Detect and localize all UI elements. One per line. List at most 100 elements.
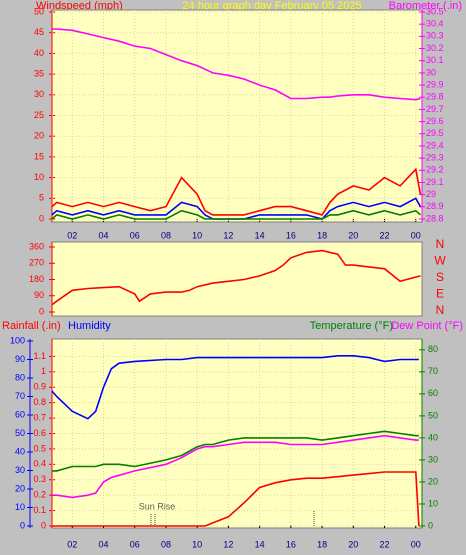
- y-tick-label: 0: [39, 306, 44, 316]
- x-tick-label: 00: [411, 230, 421, 240]
- compass-label: S: [436, 270, 444, 284]
- y3-tick-label: 40: [15, 446, 25, 456]
- y2-tick-label: 30.1: [426, 55, 444, 65]
- y2-tick-label: 30: [428, 454, 438, 464]
- y2-tick-label: 10: [428, 498, 438, 508]
- x-tick-label: 16: [286, 230, 296, 240]
- y2-tick-label: 28.9: [426, 201, 444, 211]
- y2-tick-label: 0: [428, 520, 433, 530]
- series-line: [52, 430, 419, 472]
- y-tick-label: 1.1: [33, 351, 46, 361]
- plot-area: [51, 338, 423, 529]
- plot-area: [51, 9, 423, 223]
- y-tick-label: 0: [39, 213, 44, 223]
- rain-axis-title: Rainfall (.in): [2, 320, 61, 332]
- x-tick-label: 22: [380, 230, 390, 240]
- y-tick-label: 360: [29, 241, 44, 251]
- series-line: [51, 167, 422, 216]
- x-tick-label: 18: [317, 539, 327, 549]
- y3-tick-label: 10: [15, 502, 25, 512]
- y2-tick-label: 30: [426, 67, 436, 77]
- y-tick-label: 90: [34, 290, 44, 300]
- series-line: [51, 354, 419, 420]
- dewpoint-axis-title: Dew Point (°F): [391, 320, 463, 332]
- y2-tick-label: 29.2: [426, 165, 444, 175]
- series-line: [52, 471, 420, 527]
- x-tick-label: 10: [192, 230, 202, 240]
- y2-tick-label: 70: [428, 366, 438, 376]
- y2-tick-label: 60: [428, 388, 438, 398]
- x-tick-label: 16: [286, 539, 296, 549]
- series-line: [51, 249, 421, 306]
- y2-tick-label: 29.6: [426, 116, 444, 126]
- y3-tick-label: 50: [15, 428, 25, 438]
- barometer-axis-title: Barometer (.in): [389, 0, 462, 12]
- y2-tick-label: 29.7: [426, 104, 444, 114]
- y-tick-label: 0.1: [33, 505, 46, 515]
- compass-label: N: [436, 303, 445, 317]
- x-tick-label: 12: [223, 539, 233, 549]
- y-tick-label: 0.5: [33, 443, 46, 453]
- y-tick-label: 0.4: [33, 459, 46, 469]
- y3-tick-label: 100: [10, 335, 25, 345]
- y2-tick-label: 29.5: [426, 128, 444, 138]
- temperature-axis-title: Temperature (°F): [310, 320, 393, 332]
- y3-tick-label: 90: [15, 354, 25, 364]
- y2-tick-label: 20: [428, 476, 438, 486]
- x-tick-label: 22: [380, 539, 390, 549]
- y-tick-label: 0.6: [33, 428, 46, 438]
- x-tick-label: 08: [161, 539, 171, 549]
- x-tick-label: 02: [67, 539, 77, 549]
- y-tick-label: 15: [34, 151, 44, 161]
- y3-tick-label: 80: [15, 372, 25, 382]
- wind-axis-title: Windspeed (mph): [36, 0, 123, 12]
- y-tick-label: 0.8: [33, 397, 46, 407]
- y-tick-label: 0.7: [33, 412, 46, 422]
- y-tick-label: 0.3: [33, 474, 46, 484]
- y-tick-label: 10: [34, 172, 44, 182]
- x-tick-label: 12: [223, 230, 233, 240]
- compass-label: N: [436, 237, 445, 251]
- x-tick-label: 20: [348, 539, 358, 549]
- x-tick-label: 00: [411, 539, 421, 549]
- y-tick-label: 0: [41, 520, 46, 530]
- y3-tick-label: 30: [15, 465, 25, 475]
- series-line: [52, 28, 421, 101]
- y3-tick-label: 60: [15, 409, 25, 419]
- x-tick-label: 04: [99, 539, 109, 549]
- y2-tick-label: 29: [426, 189, 436, 199]
- x-tick-label: 18: [317, 230, 327, 240]
- y2-tick-label: 80: [428, 344, 438, 354]
- x-tick-label: 20: [348, 230, 358, 240]
- y3-tick-label: 20: [15, 483, 25, 493]
- y2-tick-label: 30.4: [426, 19, 444, 29]
- y2-tick-label: 29.9: [426, 79, 444, 89]
- y2-tick-label: 50: [428, 410, 438, 420]
- compass-label: E: [436, 287, 444, 301]
- y-tick-label: 0.9: [33, 382, 46, 392]
- y2-tick-label: 29.8: [426, 92, 444, 102]
- plot-area: [51, 241, 423, 317]
- humidity-axis-title: Humidity: [68, 320, 111, 332]
- x-tick-label: 10: [192, 539, 202, 549]
- y2-tick-label: 29.3: [426, 152, 444, 162]
- y2-tick-label: 30.3: [426, 31, 444, 41]
- x-tick-label: 14: [255, 230, 265, 240]
- y-tick-label: 30: [34, 89, 44, 99]
- y2-tick-label: 28.8: [426, 213, 444, 223]
- x-tick-label: 08: [161, 230, 171, 240]
- chart-title: 24 hour graph day February 05 2025: [182, 0, 361, 12]
- y2-tick-label: 30.2: [426, 43, 444, 53]
- y2-tick-label: 40: [428, 432, 438, 442]
- y-tick-label: 35: [34, 68, 44, 78]
- x-tick-label: 06: [130, 539, 140, 549]
- y3-tick-label: 0: [20, 520, 25, 530]
- y-tick-label: 180: [29, 274, 44, 284]
- y2-tick-label: 30.5: [426, 6, 444, 16]
- y-tick-label: 0.2: [33, 490, 46, 500]
- y-tick-label: 270: [29, 258, 44, 268]
- sunrise-annotation: Sun Rise: [139, 501, 176, 511]
- y-tick-label: 25: [34, 110, 44, 120]
- y-tick-label: 50: [34, 6, 44, 16]
